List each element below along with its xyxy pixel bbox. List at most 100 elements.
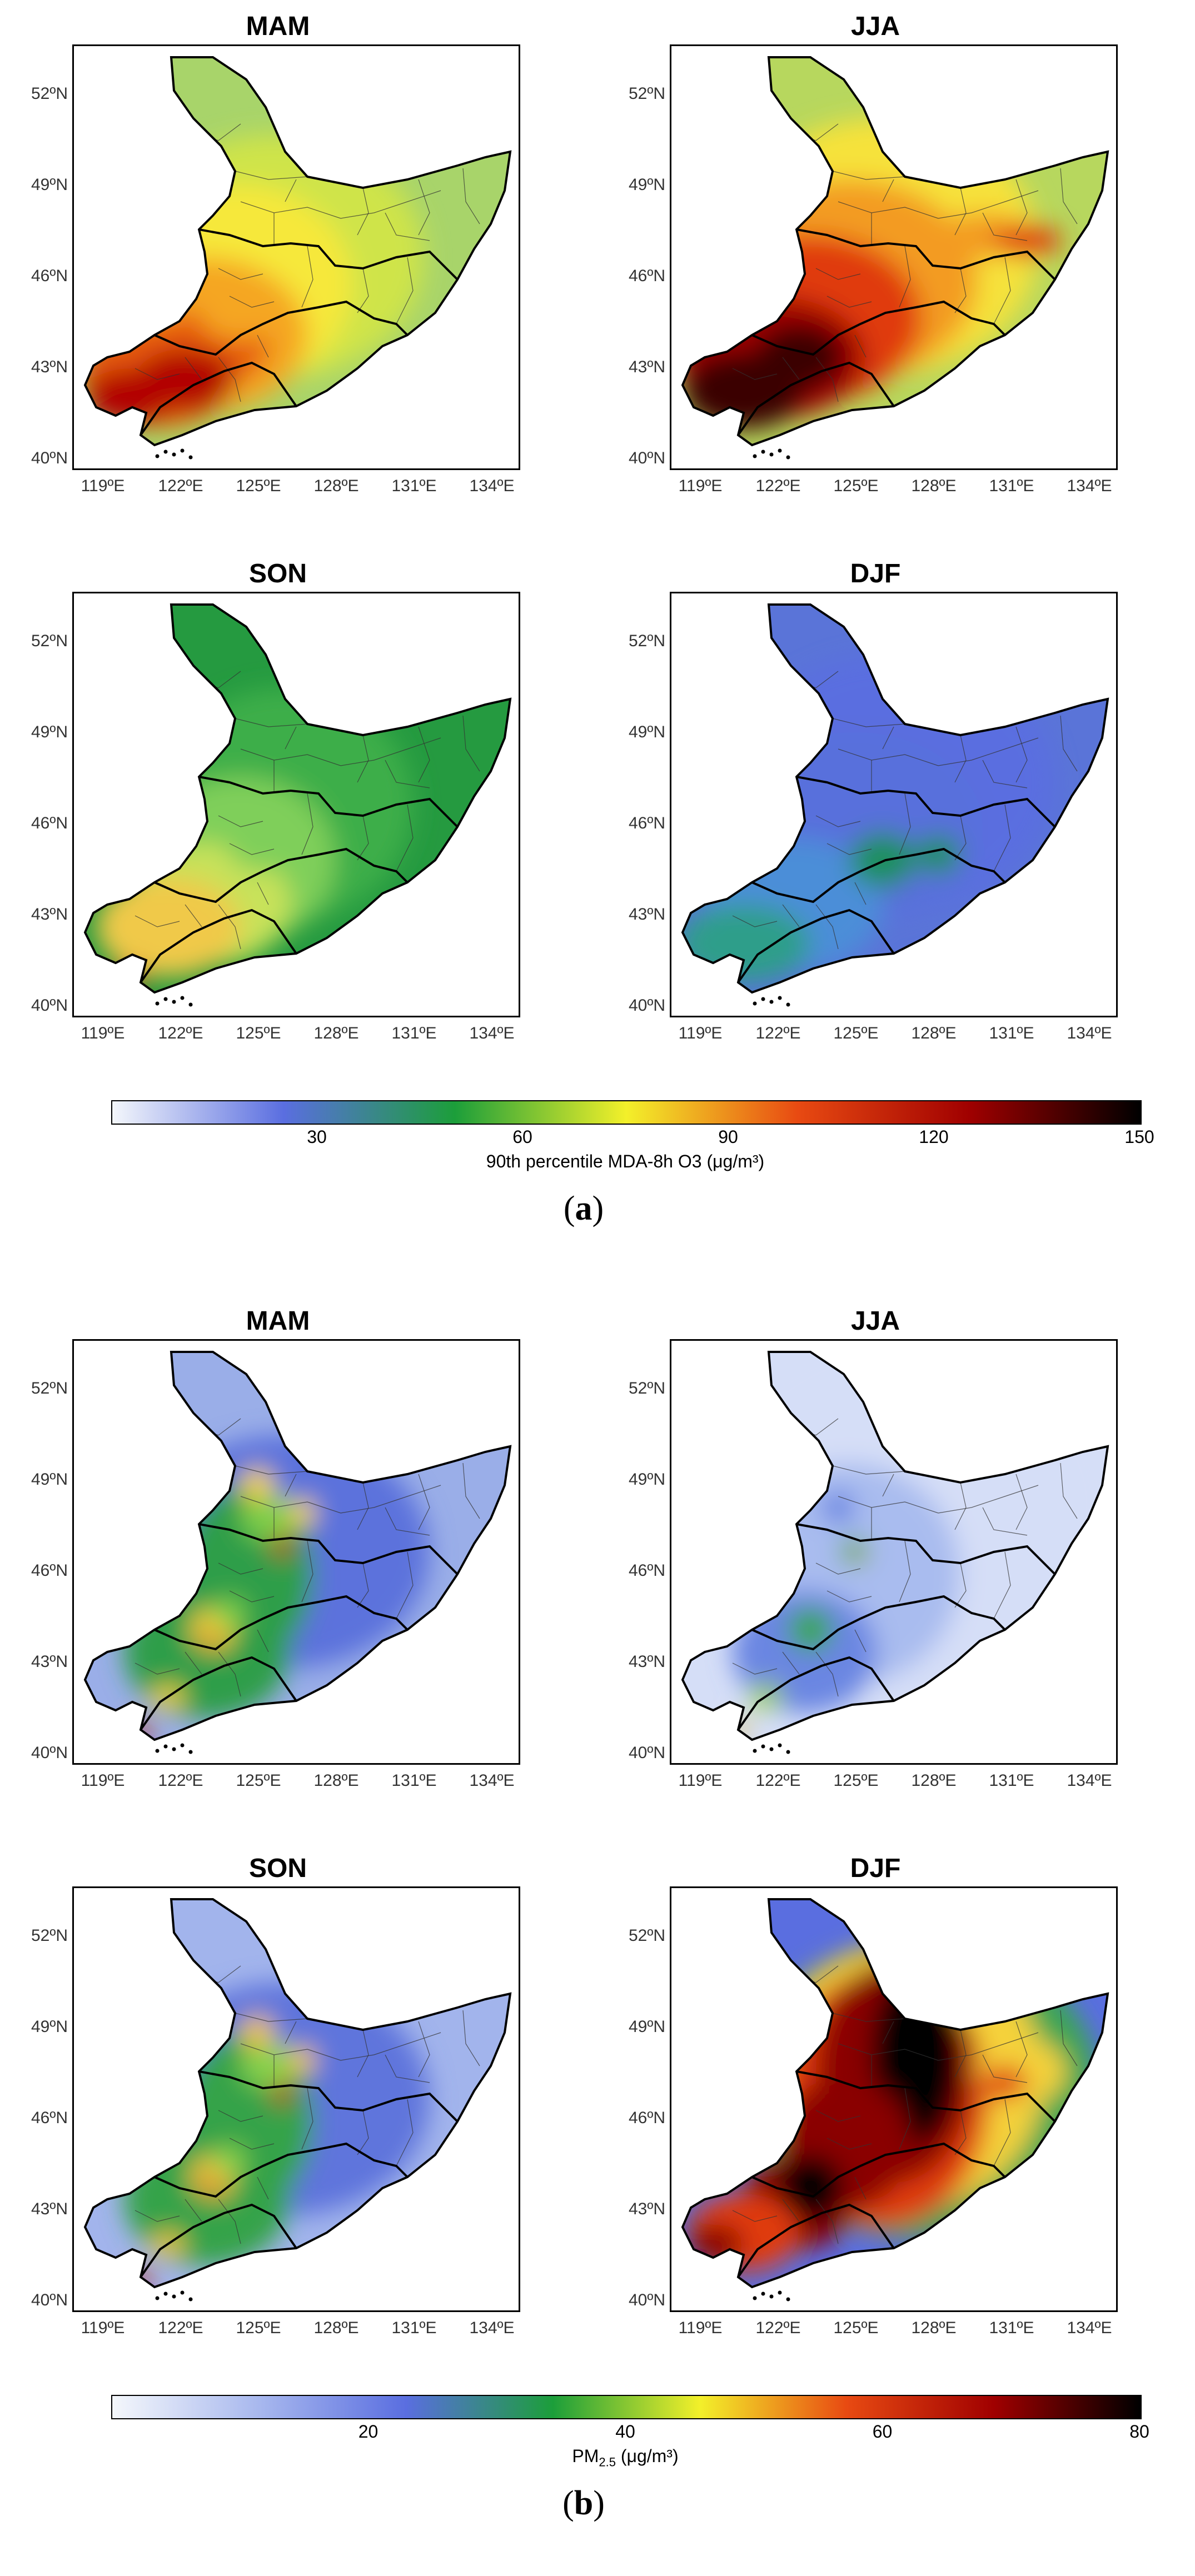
longitude-tick-label: 134ºE (469, 477, 515, 495)
longitude-tick-label: 128ºE (313, 2319, 359, 2337)
island-marker (778, 448, 782, 453)
colorbar-label-main: PM (572, 2446, 599, 2466)
longitude-tick-label: 134ºE (1067, 477, 1112, 495)
province-boundary (796, 776, 1056, 828)
region-outline (681, 1898, 1109, 2289)
county-boundary (954, 1562, 967, 1608)
county-boundary (826, 843, 872, 855)
island-marker (180, 448, 185, 453)
county-boundary (1060, 715, 1078, 772)
county-boundary (185, 357, 202, 380)
island-marker (761, 1744, 765, 1749)
county-boundary (218, 1562, 263, 1575)
longitude-tick-label: 119ºE (81, 1024, 125, 1042)
longitude-tick-label: 128ºE (313, 1771, 359, 1790)
county-boundary (832, 2013, 905, 2022)
longitude-tick-label: 122ºE (755, 1024, 801, 1042)
concentration-blob (124, 2133, 291, 2266)
latitude-tick-label: 43ºN (629, 358, 665, 376)
county-boundary (301, 793, 313, 855)
island-marker (180, 1743, 185, 1748)
choropleth-map (83, 1351, 512, 1754)
longitude-tick-label: 119ºE (678, 1024, 723, 1042)
county-boundary (285, 2021, 297, 2044)
county-boundary (838, 2043, 939, 2061)
province-boundary (198, 228, 459, 281)
latitude-tick-label: 52ºN (629, 84, 665, 103)
county-boundary (993, 804, 1011, 872)
county-boundary (732, 368, 778, 380)
subfigure-label: (a) (563, 1190, 604, 1227)
county-boundary (815, 2110, 861, 2122)
island-marker (753, 1749, 757, 1753)
longitude-tick-label: 128ºE (911, 477, 957, 495)
county-boundary (218, 268, 263, 280)
latitude-tick-label: 49ºN (31, 723, 68, 741)
county-boundary (993, 257, 1011, 325)
latitude-tick-label: 40ºN (629, 2291, 665, 2309)
map-frame (670, 44, 1118, 470)
island-marker (180, 996, 185, 1000)
latitude-tick-label: 40ºN (629, 996, 665, 1015)
province-boundary (737, 2203, 895, 2278)
latitude-tick-label: 49ºN (31, 176, 68, 194)
county-boundary (1060, 168, 1078, 224)
county-boundary (882, 2021, 894, 2044)
concentration-blob (241, 1469, 274, 1502)
county-boundary (285, 179, 297, 202)
latitude-tick-label: 46ºN (629, 2109, 665, 2127)
county-boundary (257, 882, 269, 905)
county-boundary (1015, 726, 1028, 783)
longitude-tick-label: 125ºE (833, 1024, 879, 1042)
island-marker (761, 997, 765, 1001)
latitude-tick-label: 49ºN (629, 176, 665, 194)
county-boundary (385, 212, 430, 241)
latitude-tick-label: 52ºN (31, 632, 68, 650)
longitude-tick-label: 131ºE (989, 1771, 1034, 1790)
latitude-tick-label: 43ºN (629, 2200, 665, 2218)
longitude-tick-label: 134ºE (469, 1771, 515, 1790)
latitude-tick-label: 40ºN (31, 996, 68, 1015)
county-boundary (854, 1629, 867, 1653)
concentration-blob (224, 805, 302, 871)
island-marker (155, 2296, 160, 2300)
longitude-tick-label: 122ºE (158, 1024, 203, 1042)
county-boundary (815, 268, 861, 280)
county-boundary (357, 2029, 369, 2078)
latitude-tick-label: 43ºN (629, 905, 665, 923)
island-marker (163, 2292, 168, 2296)
island-marker (769, 452, 774, 457)
longitude-tick-label: 134ºE (1067, 2319, 1112, 2337)
longitude-tick-label: 134ºE (469, 2319, 515, 2337)
province-boundary (796, 2070, 1056, 2123)
county-boundary (396, 2099, 414, 2166)
county-boundary (954, 735, 967, 783)
region-fill (683, 605, 1108, 992)
county-boundary (462, 168, 480, 224)
county-boundary (462, 2010, 480, 2066)
region-outline (681, 603, 1109, 994)
county-boundary (185, 904, 202, 927)
map-frame (72, 1339, 520, 1765)
panel-title: MAM (246, 1306, 310, 1336)
county-boundary (285, 1474, 297, 1497)
county-boundary (218, 2110, 263, 2122)
county-boundary (218, 904, 241, 950)
county-boundary (357, 2110, 369, 2155)
latitude-tick-label: 46ºN (31, 814, 68, 832)
region-outline (83, 56, 512, 447)
island-marker (786, 1002, 790, 1007)
island-marker (761, 2292, 765, 2296)
county-boundary (993, 1551, 1011, 1619)
island-marker (778, 1743, 782, 1748)
province-boundary (751, 1595, 1006, 1651)
colorbar-tick-label: 90 (718, 1127, 738, 1147)
panel-title: SON (248, 1854, 307, 1883)
county-boundary (185, 1651, 202, 1675)
county-boundary (357, 815, 369, 861)
county-boundary (815, 1651, 839, 1697)
county-boundary (285, 726, 297, 750)
latitude-tick-label: 52ºN (629, 1926, 665, 1945)
island-marker (778, 996, 782, 1000)
concentration-blob (124, 1585, 291, 1719)
